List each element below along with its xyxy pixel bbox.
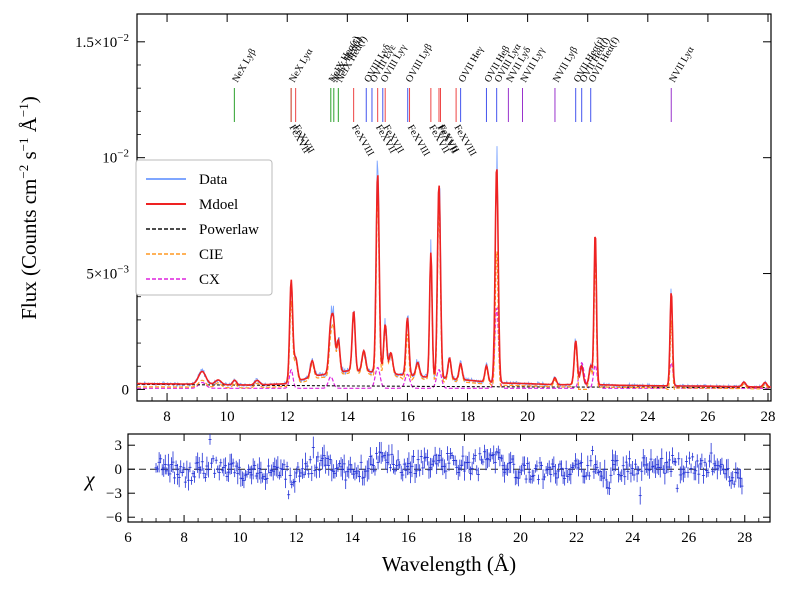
bottom-x-tick-label: 12 [289, 530, 304, 546]
y-title-part: Å [17, 116, 41, 137]
top-y-tick-label: 10−2 [102, 148, 129, 167]
y-axis-title-flux: Flux (Counts cm−2 s−1 Å−1) [16, 96, 41, 320]
model-series-line [137, 169, 771, 388]
legend-label: CX [199, 272, 220, 288]
top-x-tick-label: 24 [640, 409, 656, 425]
top-y-tick-label: 0 [122, 382, 130, 398]
bottom-y-tick-label: −3 [106, 486, 122, 502]
top-x-tick-label: 20 [520, 409, 535, 425]
top-x-tick-label: 10 [220, 409, 235, 425]
y-title-part: −2 [16, 165, 31, 179]
y-title-part: −1 [16, 103, 31, 117]
bottom-x-tick-label: 26 [681, 530, 697, 546]
bottom-x-tick-label: 18 [457, 530, 472, 546]
bottom-x-tick-label: 10 [233, 530, 248, 546]
top-x-tick-label: 16 [400, 409, 416, 425]
line-id-label: NVII Lyα [667, 44, 697, 84]
y-title-part: ) [17, 96, 41, 103]
top-y-tick-label: 1.5×10−2 [75, 32, 129, 51]
legend-label: Data [199, 172, 228, 188]
bottom-x-tick-label: 22 [569, 530, 584, 546]
tick-exponent: −3 [117, 264, 129, 276]
top-x-tick-label: 28 [760, 409, 775, 425]
y-title-part: Flux (Counts cm [17, 179, 41, 320]
line-id-label: NeX Lyβ [230, 47, 258, 85]
line-id-label-fe: FeXVIII [349, 123, 376, 158]
top-spectra [137, 146, 771, 390]
bottom-x-tick-label: 6 [124, 530, 132, 546]
bottom-x-tick-label: 16 [401, 530, 417, 546]
top-x-tick-label: 22 [580, 409, 595, 425]
legend: Data Mdoel Powerlaw CIE CX [135, 159, 273, 296]
bottom-x-tick-label: 24 [625, 530, 641, 546]
y-axis-title-chi: χ [83, 467, 95, 491]
y-title-part: s [17, 151, 41, 164]
tick-exponent: −2 [117, 148, 129, 160]
cie-series-line [137, 198, 771, 390]
y-title-part: −1 [16, 137, 31, 151]
x-axis-title: Wavelength (Å) [382, 552, 516, 576]
top-x-tick-label: 18 [460, 409, 475, 425]
bottom-y-tick-label: −6 [106, 510, 122, 526]
top-x-tick-label: 12 [280, 409, 295, 425]
legend-label: CIE [199, 247, 223, 263]
legend-label: Mdoel [199, 197, 238, 213]
bottom-y-tick-label: 0 [115, 462, 123, 478]
residuals [128, 434, 770, 505]
bottom-x-tick-label: 20 [513, 530, 528, 546]
top-panel: 8 10 12 14 16 18 20 22 24 26 28 0 5×10−3 10−2 1.5×10−2… [75, 13, 775, 425]
bottom-panel-frame [127, 433, 771, 523]
top-x-tick-label: 14 [340, 409, 356, 425]
legend-label: Powerlaw [199, 222, 259, 238]
top-x-tick-label: 26 [700, 409, 716, 425]
bottom-x-tick-label: 28 [737, 530, 752, 546]
line-id-label: NeX Lyα [287, 46, 315, 84]
top-x-tick-label: 8 [163, 409, 171, 425]
legend-box [135, 159, 273, 296]
line-identifications: NeX Lyβ NeX Lyα NeIX Heα(r)NeIX Heα(i)NeIX… [230, 34, 696, 158]
bottom-y-tick-label: 3 [115, 438, 123, 454]
bottom-x-tick-label: 14 [345, 530, 361, 546]
tick-exponent: −2 [117, 32, 129, 44]
top-y-tick-label: 5×10−3 [86, 264, 129, 283]
bottom-x-tick-label: 8 [180, 530, 188, 546]
